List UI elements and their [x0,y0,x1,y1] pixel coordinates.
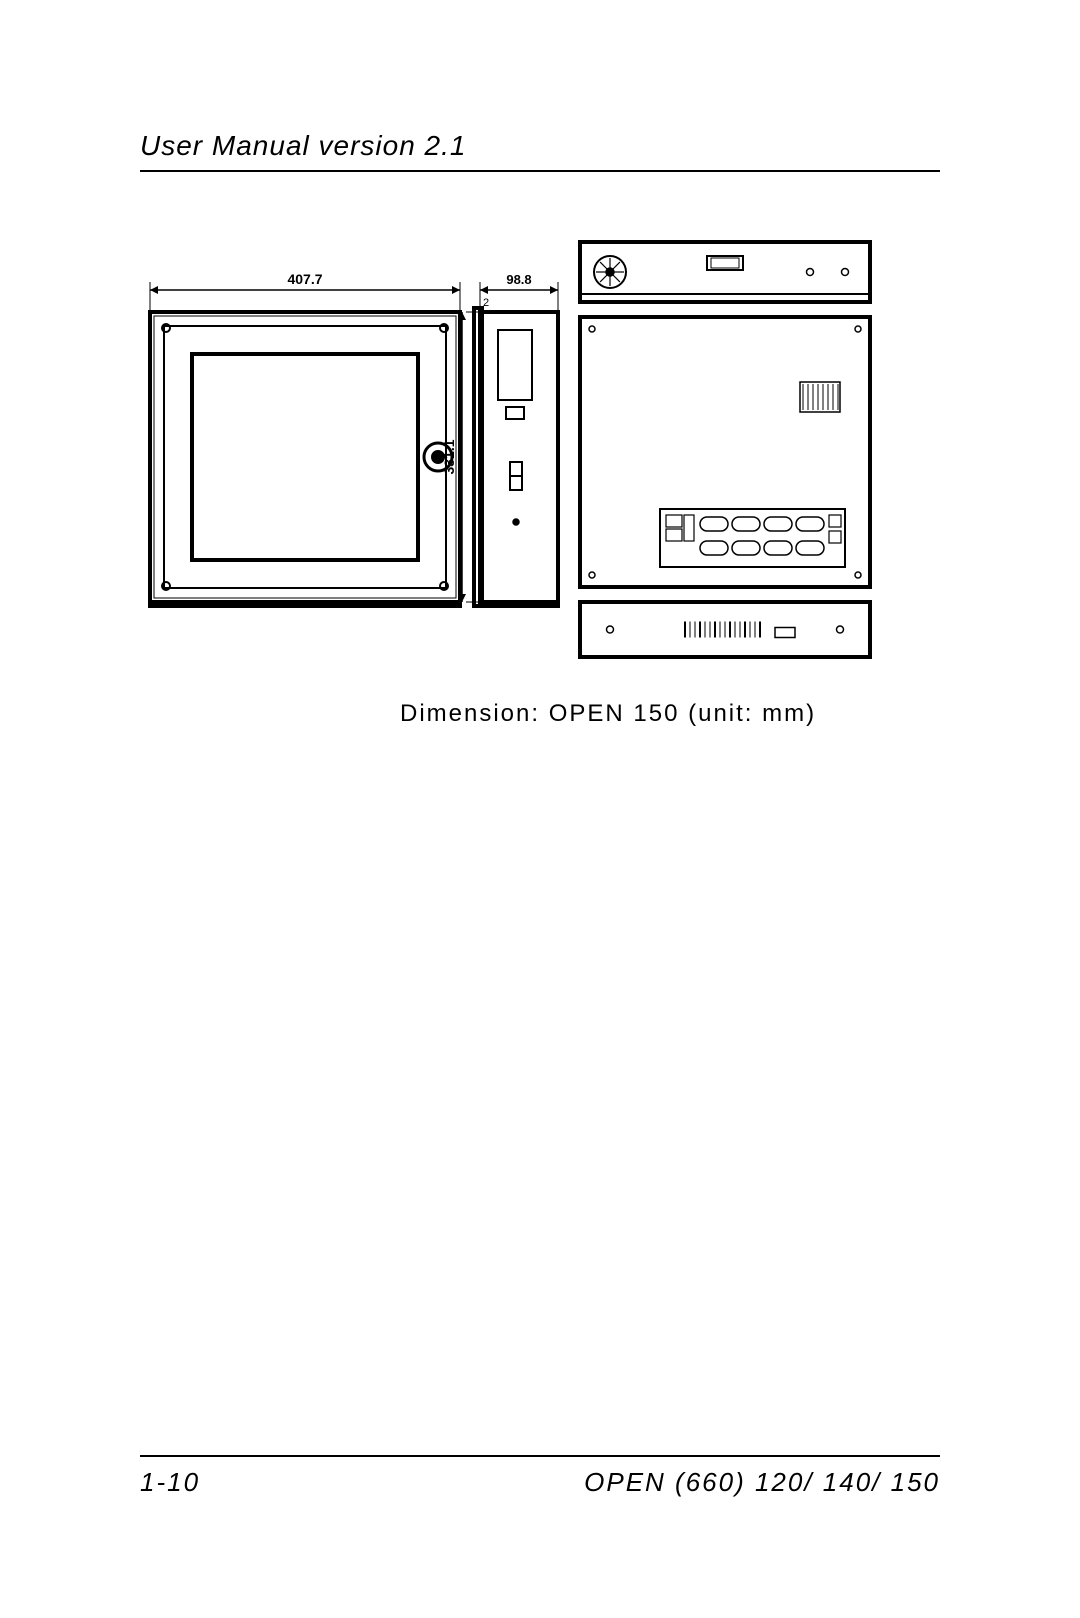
page-number: 1-10 [140,1467,200,1498]
figure-caption: Dimension: OPEN 150 (unit: mm) [400,700,816,728]
dimension-figure: 407.798.82331.1 [140,222,940,722]
technical-drawing: 407.798.82331.1 [140,222,940,682]
header-title: User Manual version 2.1 [140,130,466,161]
svg-text:98.8: 98.8 [506,272,531,287]
svg-text:407.7: 407.7 [287,271,322,287]
svg-text:331.1: 331.1 [441,439,457,474]
doc-id: OPEN (660) 120/ 140/ 150 [584,1467,940,1498]
page-header: User Manual version 2.1 [140,130,940,172]
page-footer: 1-10 OPEN (660) 120/ 140/ 150 [140,1455,940,1498]
